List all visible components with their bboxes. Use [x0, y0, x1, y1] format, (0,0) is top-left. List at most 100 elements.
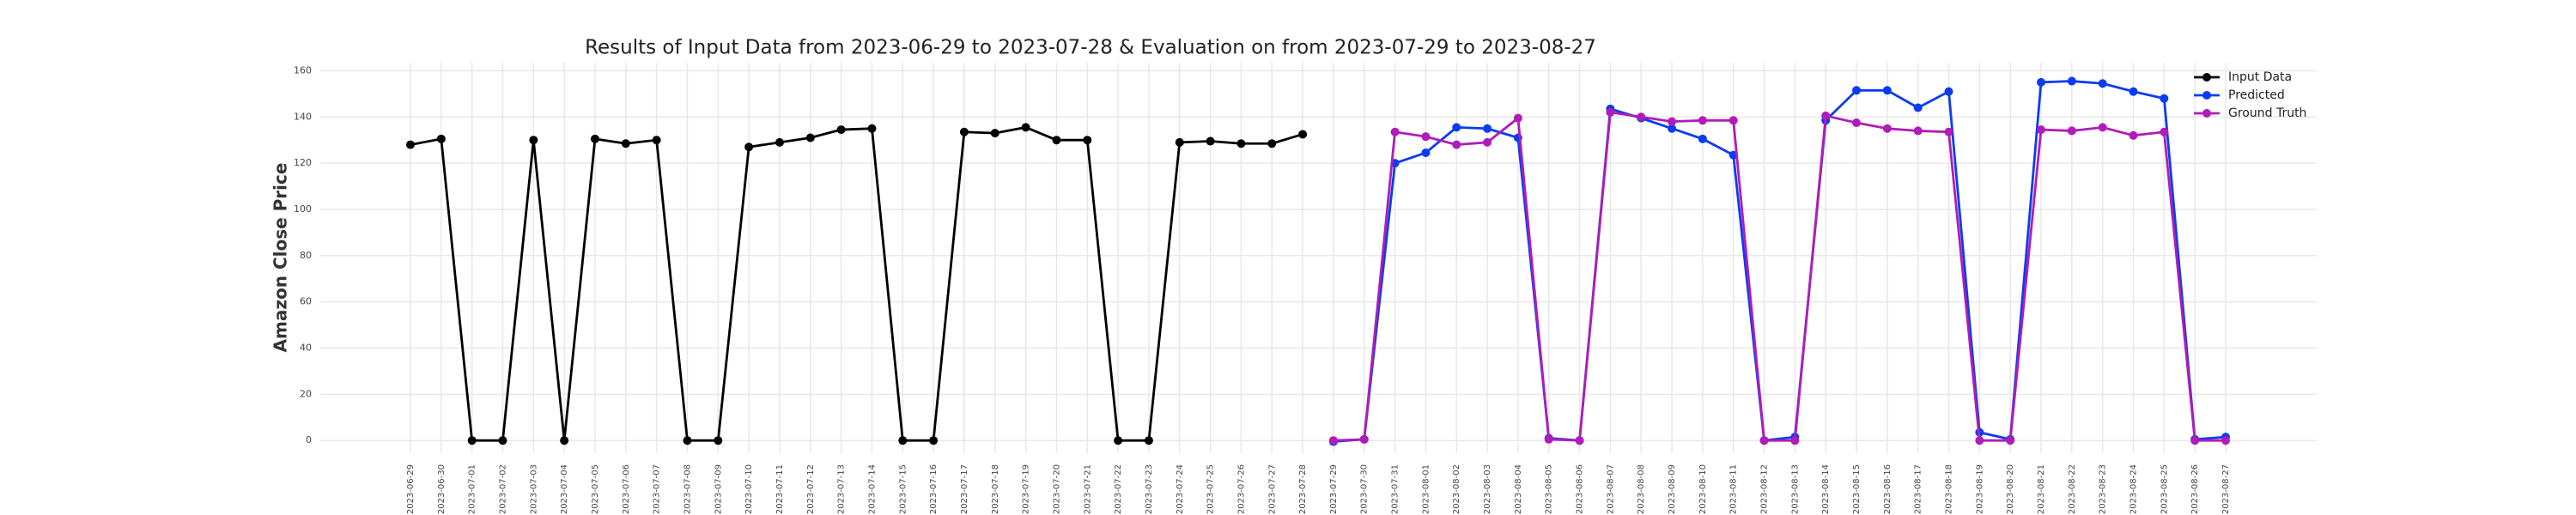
- x-tick-label: 2023-08-25: [2160, 464, 2169, 514]
- legend-marker: [2202, 73, 2211, 82]
- data-point: [990, 129, 999, 138]
- data-point: [2098, 123, 2107, 132]
- y-tick-label: 20: [300, 388, 312, 399]
- data-point: [1913, 126, 1923, 136]
- y-tick-label: 0: [306, 434, 312, 445]
- data-point: [560, 436, 569, 445]
- x-tick-label: 2023-08-10: [1698, 464, 1708, 514]
- data-point: [1083, 136, 1092, 145]
- x-tick-label: 2023-08-06: [1576, 464, 1585, 514]
- data-point: [683, 436, 692, 445]
- data-point: [1944, 127, 1953, 136]
- y-tick-label: 140: [294, 111, 312, 122]
- data-point: [1021, 123, 1030, 132]
- y-tick-label: 60: [300, 296, 312, 307]
- x-tick-label: 2023-08-04: [1514, 464, 1523, 514]
- x-tick-label: 2023-07-18: [991, 464, 1000, 514]
- legend-marker: [2202, 109, 2211, 118]
- data-point: [436, 134, 446, 143]
- data-point: [2160, 127, 2169, 136]
- x-tick-label: 2023-08-21: [2037, 464, 2046, 514]
- data-point: [1637, 112, 1646, 122]
- data-point: [2129, 87, 2138, 96]
- data-point: [2067, 76, 2076, 86]
- data-point: [2160, 94, 2169, 103]
- data-point: [1944, 87, 1953, 96]
- x-tick-label: 2023-08-16: [1883, 464, 1893, 514]
- legend-label: Predicted: [2228, 88, 2285, 102]
- series-line: [1333, 111, 2226, 442]
- x-tick-label: 2023-07-03: [529, 464, 538, 514]
- data-point: [1882, 86, 1892, 95]
- data-point: [929, 436, 939, 445]
- chart-title: Results of Input Data from 2023-06-29 to…: [585, 37, 1596, 59]
- data-point: [2098, 79, 2107, 88]
- x-tick-label: 2023-07-19: [1022, 464, 1031, 514]
- y-tick-label: 100: [294, 203, 312, 215]
- x-tick-label: 2023-07-22: [1114, 464, 1123, 514]
- x-tick-label: 2023-07-07: [653, 464, 662, 514]
- x-tick-label: 2023-07-14: [867, 464, 877, 514]
- y-axis-label: Amazon Close Price: [270, 163, 291, 353]
- x-tick-label: 2023-07-17: [960, 464, 969, 514]
- series-line: [1333, 80, 2227, 443]
- data-point: [1236, 139, 1246, 148]
- data-point: [1114, 436, 1123, 445]
- data-point: [1668, 117, 1677, 126]
- x-tick-label: 2023-08-02: [1452, 464, 1461, 514]
- x-tick-label: 2023-08-03: [1483, 464, 1492, 514]
- x-tick-label: 2023-07-11: [775, 464, 785, 514]
- x-tick-label: 2023-08-23: [2099, 464, 2108, 514]
- data-point: [744, 142, 754, 152]
- x-tick-label: 2023-07-15: [898, 464, 908, 514]
- data-point: [1328, 436, 1338, 445]
- data-point: [1267, 139, 1277, 148]
- data-point: [836, 125, 846, 135]
- data-point: [498, 436, 507, 445]
- x-tick-label: 2023-07-06: [622, 464, 631, 514]
- data-point: [1606, 107, 1615, 117]
- data-point: [1513, 113, 1522, 123]
- x-tick-label: 2023-07-02: [498, 464, 507, 514]
- y-tick-label: 120: [294, 157, 312, 168]
- data-point: [959, 127, 969, 136]
- x-tick-label: 2023-07-25: [1206, 464, 1216, 514]
- data-point: [1728, 116, 1738, 125]
- data-point: [1975, 436, 1984, 445]
- data-point: [1698, 116, 1707, 125]
- x-tick-label: 2023-08-18: [1945, 464, 1954, 514]
- x-tick-label: 2023-08-17: [1914, 464, 1923, 514]
- legend-label: Input Data: [2228, 70, 2292, 84]
- x-tick-label: 2023-08-09: [1668, 464, 1677, 514]
- data-point: [2037, 77, 2046, 87]
- data-point: [1698, 134, 1707, 143]
- data-point: [1790, 436, 1800, 445]
- x-tick-label: 2023-08-08: [1637, 464, 1646, 514]
- x-tick-label: 2023-07-01: [468, 464, 477, 514]
- x-tick-label: 2023-08-14: [1821, 464, 1831, 514]
- legend-label: Ground Truth: [2228, 106, 2306, 120]
- data-point: [2037, 125, 2046, 135]
- x-tick-label: 2023-07-26: [1236, 464, 1246, 514]
- data-point: [1483, 124, 1492, 133]
- x-tick-label: 2023-07-23: [1145, 464, 1154, 514]
- x-tick-label: 2023-08-22: [2068, 464, 2077, 514]
- x-tick-label: 2023-06-30: [437, 464, 447, 514]
- x-tick-label: 2023-08-11: [1729, 464, 1739, 514]
- x-tick-label: 2023-07-12: [806, 464, 816, 514]
- data-point: [1421, 132, 1431, 142]
- x-tick-label: 2023-07-30: [1360, 464, 1370, 514]
- x-tick-label: 2023-07-20: [1052, 464, 1061, 514]
- data-point: [1668, 124, 1677, 133]
- data-point: [529, 136, 538, 145]
- data-point: [1882, 124, 1892, 133]
- data-point: [1483, 137, 1492, 147]
- data-point: [1821, 111, 1831, 120]
- data-point: [1175, 137, 1184, 147]
- x-tick-label: 2023-08-05: [1545, 464, 1554, 514]
- y-tick-label: 160: [294, 64, 312, 76]
- x-tick-label: 2023-08-20: [2006, 464, 2015, 514]
- x-tick-label: 2023-08-07: [1606, 464, 1615, 514]
- data-point: [1206, 136, 1215, 146]
